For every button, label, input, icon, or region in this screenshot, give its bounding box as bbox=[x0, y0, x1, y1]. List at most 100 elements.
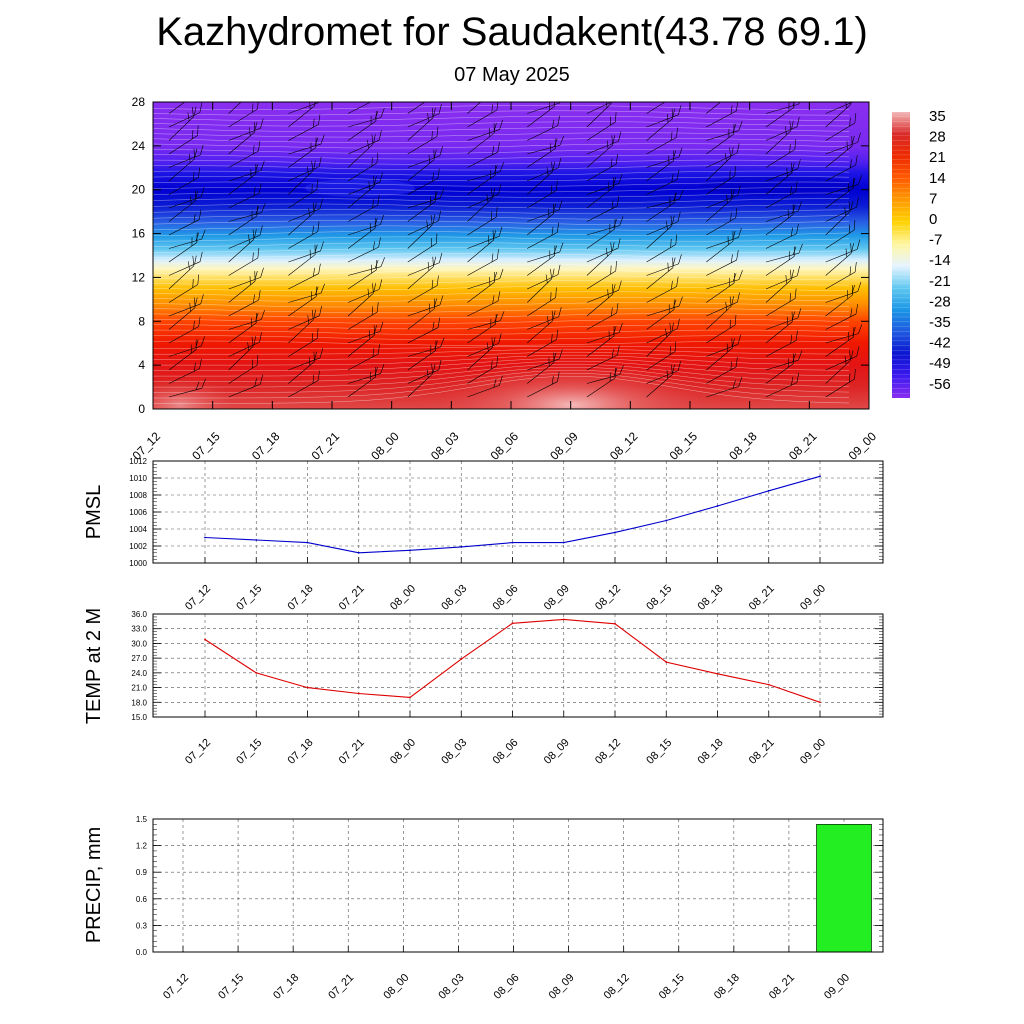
wind-barb-flag bbox=[729, 319, 731, 329]
x-tick-label: 08_09 bbox=[547, 972, 577, 1002]
wind-barb bbox=[527, 135, 565, 155]
wind-barb-flag bbox=[669, 322, 672, 333]
wind-barb-flag bbox=[194, 297, 198, 307]
wind-barb bbox=[825, 346, 860, 371]
wind-barb-flag bbox=[798, 350, 803, 361]
wind-barb-flag bbox=[370, 371, 372, 381]
x-tick-label: 08_12 bbox=[602, 972, 632, 1002]
x-tick-label: 08_12 bbox=[593, 737, 623, 767]
wind-barb-flag bbox=[796, 372, 800, 383]
wind-barb-flag bbox=[610, 265, 612, 275]
data-point bbox=[460, 545, 463, 548]
wind-barb-flag bbox=[492, 146, 495, 155]
wind-barb-flag bbox=[797, 265, 800, 276]
y-axis-label: PRECIP, mm bbox=[83, 827, 105, 943]
wind-barb bbox=[288, 305, 322, 330]
wind-barb-flag bbox=[856, 346, 860, 357]
wind-barb bbox=[586, 303, 619, 330]
wind-barb-flag bbox=[254, 271, 258, 280]
contour-line bbox=[153, 269, 850, 275]
wind-barb-flag bbox=[308, 356, 311, 366]
wind-barb-flag bbox=[244, 86, 252, 95]
data-point bbox=[614, 622, 616, 625]
y-tick-label: 28 bbox=[132, 95, 146, 109]
wind-barb-flag bbox=[730, 212, 732, 222]
wind-barb bbox=[288, 309, 314, 344]
wind-barb bbox=[825, 113, 857, 141]
contour-line bbox=[153, 225, 850, 231]
wind-barb-flag bbox=[845, 248, 848, 258]
contour-line bbox=[153, 291, 850, 297]
wind-barb-flag bbox=[374, 111, 379, 120]
wind-barb-flag bbox=[726, 194, 728, 204]
wind-barb bbox=[288, 221, 320, 249]
wind-barb bbox=[288, 179, 318, 209]
wind-barb-flag bbox=[314, 102, 318, 105]
wind-barb-flag bbox=[670, 238, 672, 248]
wind-barb bbox=[168, 106, 194, 141]
wind-barb-flag bbox=[677, 361, 681, 371]
y-tick-label: 16 bbox=[132, 227, 146, 241]
wind-barb bbox=[407, 363, 433, 398]
wind-barb-flag bbox=[428, 154, 430, 164]
wind-barb-flag bbox=[735, 357, 738, 368]
wind-barb bbox=[347, 102, 379, 114]
wind-barb-flag bbox=[728, 128, 730, 138]
wind-barb-flag bbox=[850, 308, 853, 317]
wind-barb-flag bbox=[198, 316, 201, 327]
wind-barb bbox=[646, 276, 679, 303]
x-tick-label: 08_00 bbox=[368, 429, 402, 463]
x-tick-label: 07_15 bbox=[216, 972, 246, 1002]
wind-barb-flag bbox=[731, 147, 734, 156]
wind-barb-flag bbox=[198, 209, 202, 220]
wind-barb-flag bbox=[439, 295, 444, 306]
colorbar-label: -7 bbox=[929, 232, 942, 249]
wind-barb-flag bbox=[493, 379, 497, 388]
wind-barb-flag bbox=[672, 108, 676, 118]
wind-barb-flag bbox=[559, 242, 564, 253]
wind-barb-flag bbox=[258, 141, 261, 152]
wind-barb-flag bbox=[730, 254, 733, 263]
wind-barb-flag bbox=[856, 239, 861, 250]
wind-barb-flag bbox=[615, 111, 617, 123]
wind-barb-flag bbox=[732, 338, 735, 347]
wind-barb-flag bbox=[249, 127, 251, 137]
wind-barb-flag bbox=[377, 195, 380, 206]
wind-barb bbox=[288, 241, 324, 263]
wind-barb-flag bbox=[380, 214, 384, 225]
wind-barb-flag bbox=[426, 369, 429, 378]
wind-barb-flag bbox=[191, 106, 194, 117]
wind-barb-flag bbox=[250, 317, 252, 327]
y-tick-label: 24 bbox=[132, 139, 146, 153]
wind-barb bbox=[407, 233, 438, 263]
wind-barb-flag bbox=[728, 82, 738, 92]
wind-barb-flag bbox=[736, 102, 739, 112]
wind-barb-flag bbox=[248, 80, 258, 90]
wind-barb-flag bbox=[790, 185, 792, 195]
colorbar-label: -28 bbox=[929, 293, 951, 310]
wind-barb-flag bbox=[856, 197, 859, 208]
wind-barb-flag bbox=[195, 232, 200, 241]
wind-barb-flag bbox=[430, 196, 431, 206]
wind-barb bbox=[527, 264, 561, 290]
wind-barb-flag bbox=[678, 147, 683, 158]
wind-barb-flag bbox=[308, 208, 310, 217]
data-point bbox=[767, 683, 770, 686]
wind-barb-flag bbox=[426, 220, 429, 230]
wind-barb bbox=[288, 199, 323, 222]
contour-line bbox=[153, 214, 850, 220]
wind-barb-flag bbox=[557, 264, 561, 275]
wind-barb-flag bbox=[549, 250, 551, 260]
wind-barb-flag bbox=[496, 356, 498, 367]
contour-line bbox=[153, 335, 850, 341]
wind-barb bbox=[228, 118, 264, 141]
wind-barb-flag bbox=[792, 353, 796, 362]
contour-line bbox=[153, 351, 850, 360]
wind-barb-flag bbox=[373, 283, 377, 292]
wind-barb-flag bbox=[549, 102, 550, 111]
wind-barb bbox=[706, 357, 738, 384]
wind-barb bbox=[467, 249, 499, 276]
wind-barb bbox=[646, 341, 677, 371]
wind-barb-flag bbox=[550, 268, 552, 279]
